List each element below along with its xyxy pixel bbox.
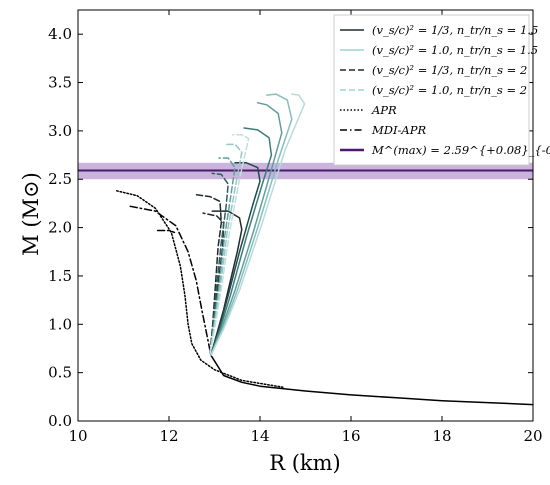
y-tick-label: 1.0 (48, 315, 72, 333)
series-line-mdi-apr (129, 205, 212, 356)
series-line-cs1-1.5-d (210, 93, 293, 356)
series-line-apr (115, 190, 284, 388)
series-line-cs1-1.5-c (210, 102, 283, 356)
series-line-mdi-apr-short (156, 229, 176, 234)
y-tick-label: 2.5 (48, 170, 72, 188)
legend-label: MDI-APR (371, 123, 426, 137)
legend-label: (v_s/c)² = 1/3, n_tr/n_s = 1.5 (372, 23, 538, 37)
x-tick-label: 20 (523, 427, 542, 445)
y-tick-label: 0.5 (48, 364, 72, 382)
y-tick-label: 4.0 (48, 25, 72, 43)
y-tick-label: 3.0 (48, 122, 72, 140)
y-tick-label: 2.0 (48, 219, 72, 237)
x-tick-label: 16 (341, 427, 360, 445)
series-line-common (210, 354, 534, 406)
mmax-band (78, 162, 533, 180)
y-ticks: 0.0 0.5 1.0 1.5 2.0 2.5 3.0 3.5 4.0 (48, 25, 533, 430)
series-line-cs1-2-d (209, 134, 250, 355)
x-axis-title: R (km) (269, 451, 341, 475)
series-line-cs1-1.5-e (210, 93, 306, 356)
x-tick-label: 12 (159, 427, 178, 445)
series-line-cs13-1.5 (210, 210, 243, 356)
series-line-cs1-2-c (209, 143, 243, 355)
y-tick-label: 0.0 (48, 412, 72, 430)
x-tick-label: 18 (432, 427, 451, 445)
y-tick-label: 3.5 (48, 74, 72, 92)
series-line-cs1-1.5-a (210, 162, 261, 356)
legend-box (333, 14, 530, 166)
x-ticks: 10 12 14 16 18 20 (68, 10, 543, 445)
legend-label: APR (371, 103, 397, 117)
x-tick-label: 14 (250, 427, 269, 445)
series-line-cs1-2-a (209, 172, 229, 355)
legend-label: (v_s/c)² = 1.0, n_tr/n_s = 2 (372, 83, 527, 97)
series-line-cs1-1.5-b (210, 127, 273, 356)
legend-label: (v_s/c)² = 1/3, n_tr/n_s = 2 (372, 63, 527, 77)
plot-frame (77, 9, 534, 422)
y-axis-title: M (M⊙) (19, 172, 43, 256)
x-tick-label: 10 (68, 427, 87, 445)
legend-label: (v_s/c)² = 1.0, n_tr/n_s = 1.5 (372, 43, 538, 57)
series-layer (115, 93, 534, 406)
legend-label: M^(max) = 2.59^{+0.08}_{-0.09} M⊙ (371, 143, 550, 157)
legend: (v_s/c)² = 1/3, n_tr/n_s = 1.5 (v_s/c)² =… (333, 14, 550, 166)
y-tick-label: 1.5 (48, 267, 72, 285)
